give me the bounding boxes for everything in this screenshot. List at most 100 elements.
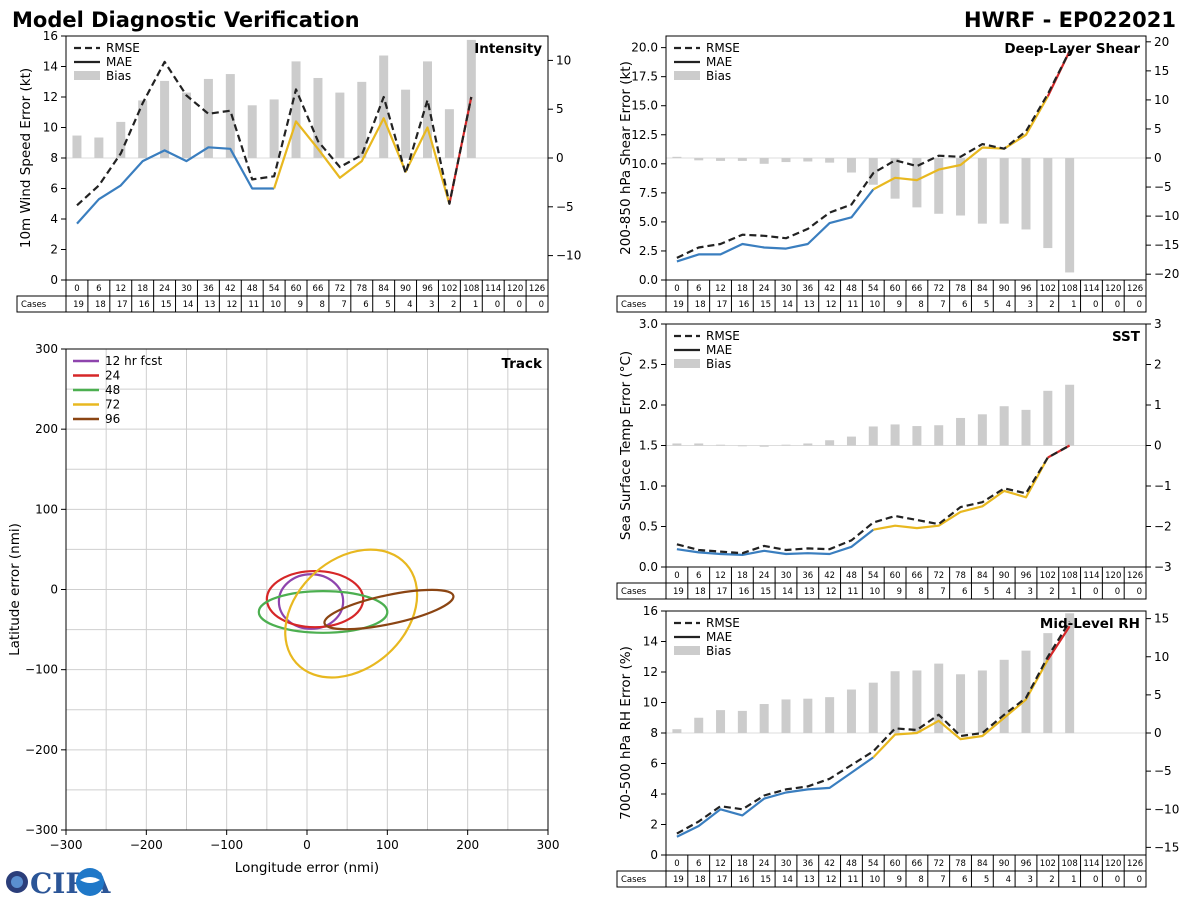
intensity-hour-label: 30 [181,284,192,294]
sst-ytick-label: 2.5 [639,358,658,372]
rh-bias-bar [1043,633,1053,733]
intensity-bias-bar [116,121,126,158]
sst-hour-label: 84 [977,571,988,581]
sst-case-count: 18 [695,587,706,597]
shear-bias-bar [759,158,769,164]
shear-y2tick-label: 15 [1154,64,1169,78]
sst-hour-label: 102 [1040,571,1056,581]
sst-case-count: 10 [869,587,880,597]
rh-y2tick-label: 10 [1154,650,1169,664]
intensity-hour-label: 6 [96,284,101,294]
rh-case-count: 14 [782,875,793,885]
intensity-hour-label: 0 [74,284,79,294]
intensity-ytick-label: 0 [50,273,58,287]
sst-hour-label: 60 [890,571,901,581]
sst-cases-row [616,582,1147,600]
rh-hour-label: 84 [977,859,988,869]
rh-hour-label: 108 [1062,859,1078,869]
intensity-hour-label: 102 [441,284,457,294]
rh-case-count: 5 [984,875,989,885]
shear-y2tick-label: 10 [1154,93,1169,107]
shear-bias-bar [781,158,791,163]
shear-hour-label: 84 [977,284,988,294]
rh-case-count: 8 [918,875,923,885]
rh-y2tick-label: 5 [1154,688,1162,702]
track-xlabel: Longitude error (nmi) [235,860,379,876]
track-xtick-label: 100 [376,838,399,852]
rh-mae-line-final [1046,625,1071,661]
rh-legend-bias-label: Bias [706,644,731,658]
intensity-hour-label: 78 [356,284,367,294]
intensity-bias-bar [269,99,279,158]
intensity-y2tick-label: 10 [556,53,571,67]
sst-case-count: 15 [760,587,771,597]
shear-cases-row [616,295,1147,313]
intensity-ytick-label: 6 [50,182,58,196]
shear-ytick-label: 2.5 [639,244,658,258]
shear-hour-label: 42 [824,284,835,294]
intensity-mae-line [76,146,275,225]
rh-hour-label: 6 [696,859,701,869]
shear-hour-label: 36 [802,284,813,294]
intensity-bias-bar [182,92,191,158]
intensity-bias-bar [72,135,82,158]
shear-ytick-label: 0.0 [639,273,658,287]
sst-y2tick-label: −2 [1154,520,1172,534]
rh-hour-label: 60 [890,859,901,869]
intensity-ylabel: 10m Wind Speed Error (kt) [18,68,34,248]
sst-hour-label: 72 [933,571,944,581]
sst-mae-line-ext [873,457,1049,531]
shear-hour-label: 66 [911,284,922,294]
shear-rmse-line [676,50,1071,259]
sst-title: SST [1112,329,1141,345]
rh-case-count: 10 [869,875,880,885]
intensity-case-count: 1 [473,300,478,310]
figure-title: Model Diagnostic Verification [12,8,360,32]
intensity-ytick-label: 12 [43,90,58,104]
sst-case-count: 2 [1049,587,1054,597]
track-ylabel: Latitude error (nmi) [7,523,23,656]
shear-bias-bar [672,156,682,158]
intensity-hour-label: 54 [269,284,280,294]
sst-hour-label: 90 [999,571,1010,581]
shear-legend-bias-swatch [674,71,700,80]
intensity-bias-bar [203,78,213,158]
sst-case-count: 6 [962,587,967,597]
rh-bias-bar [825,697,835,733]
rh-hour-label: 114 [1083,859,1099,869]
rh-bias-bar [1021,650,1031,733]
track-ytick-label: 100 [35,502,58,516]
intensity-cases-label: Cases [21,300,47,310]
shear-hour-label: 102 [1040,284,1056,294]
shear-bias-bar [977,158,987,224]
rh-rmse-line [676,621,1071,835]
shear-case-count: 14 [782,300,793,310]
rh-bias-bar [934,663,944,733]
rh-case-count: 4 [1006,875,1011,885]
rh-hour-label: 24 [759,859,770,869]
shear-case-count: 7 [940,300,945,310]
intensity-hour-label: 90 [400,284,411,294]
sst-case-count: 14 [782,587,793,597]
intensity-legend-bias-swatch [74,71,100,80]
sst-hour-label: 96 [1021,571,1032,581]
logo-swirl-icon [80,877,100,883]
intensity-case-count: 15 [161,300,172,310]
sst-hour-label: 66 [911,571,922,581]
sst-case-count: 11 [848,587,859,597]
track-ellipse [265,569,365,629]
rh-case-count: 0 [1137,875,1142,885]
sst-hour-label: 108 [1062,571,1078,581]
rh-case-count: 0 [1115,875,1120,885]
shear-case-count: 3 [1027,300,1032,310]
sst-hour-label: 18 [737,571,748,581]
intensity-ytick-label: 16 [43,29,58,43]
shear-hour-label: 30 [781,284,792,294]
shear-hour-label: 18 [737,284,748,294]
intensity-case-count: 0 [495,300,500,310]
shear-ytick-label: 7.5 [639,186,658,200]
intensity-mae-line-ext [273,117,451,205]
sst-y2tick-label: 2 [1154,358,1162,372]
rh-cases-label: Cases [621,875,647,885]
